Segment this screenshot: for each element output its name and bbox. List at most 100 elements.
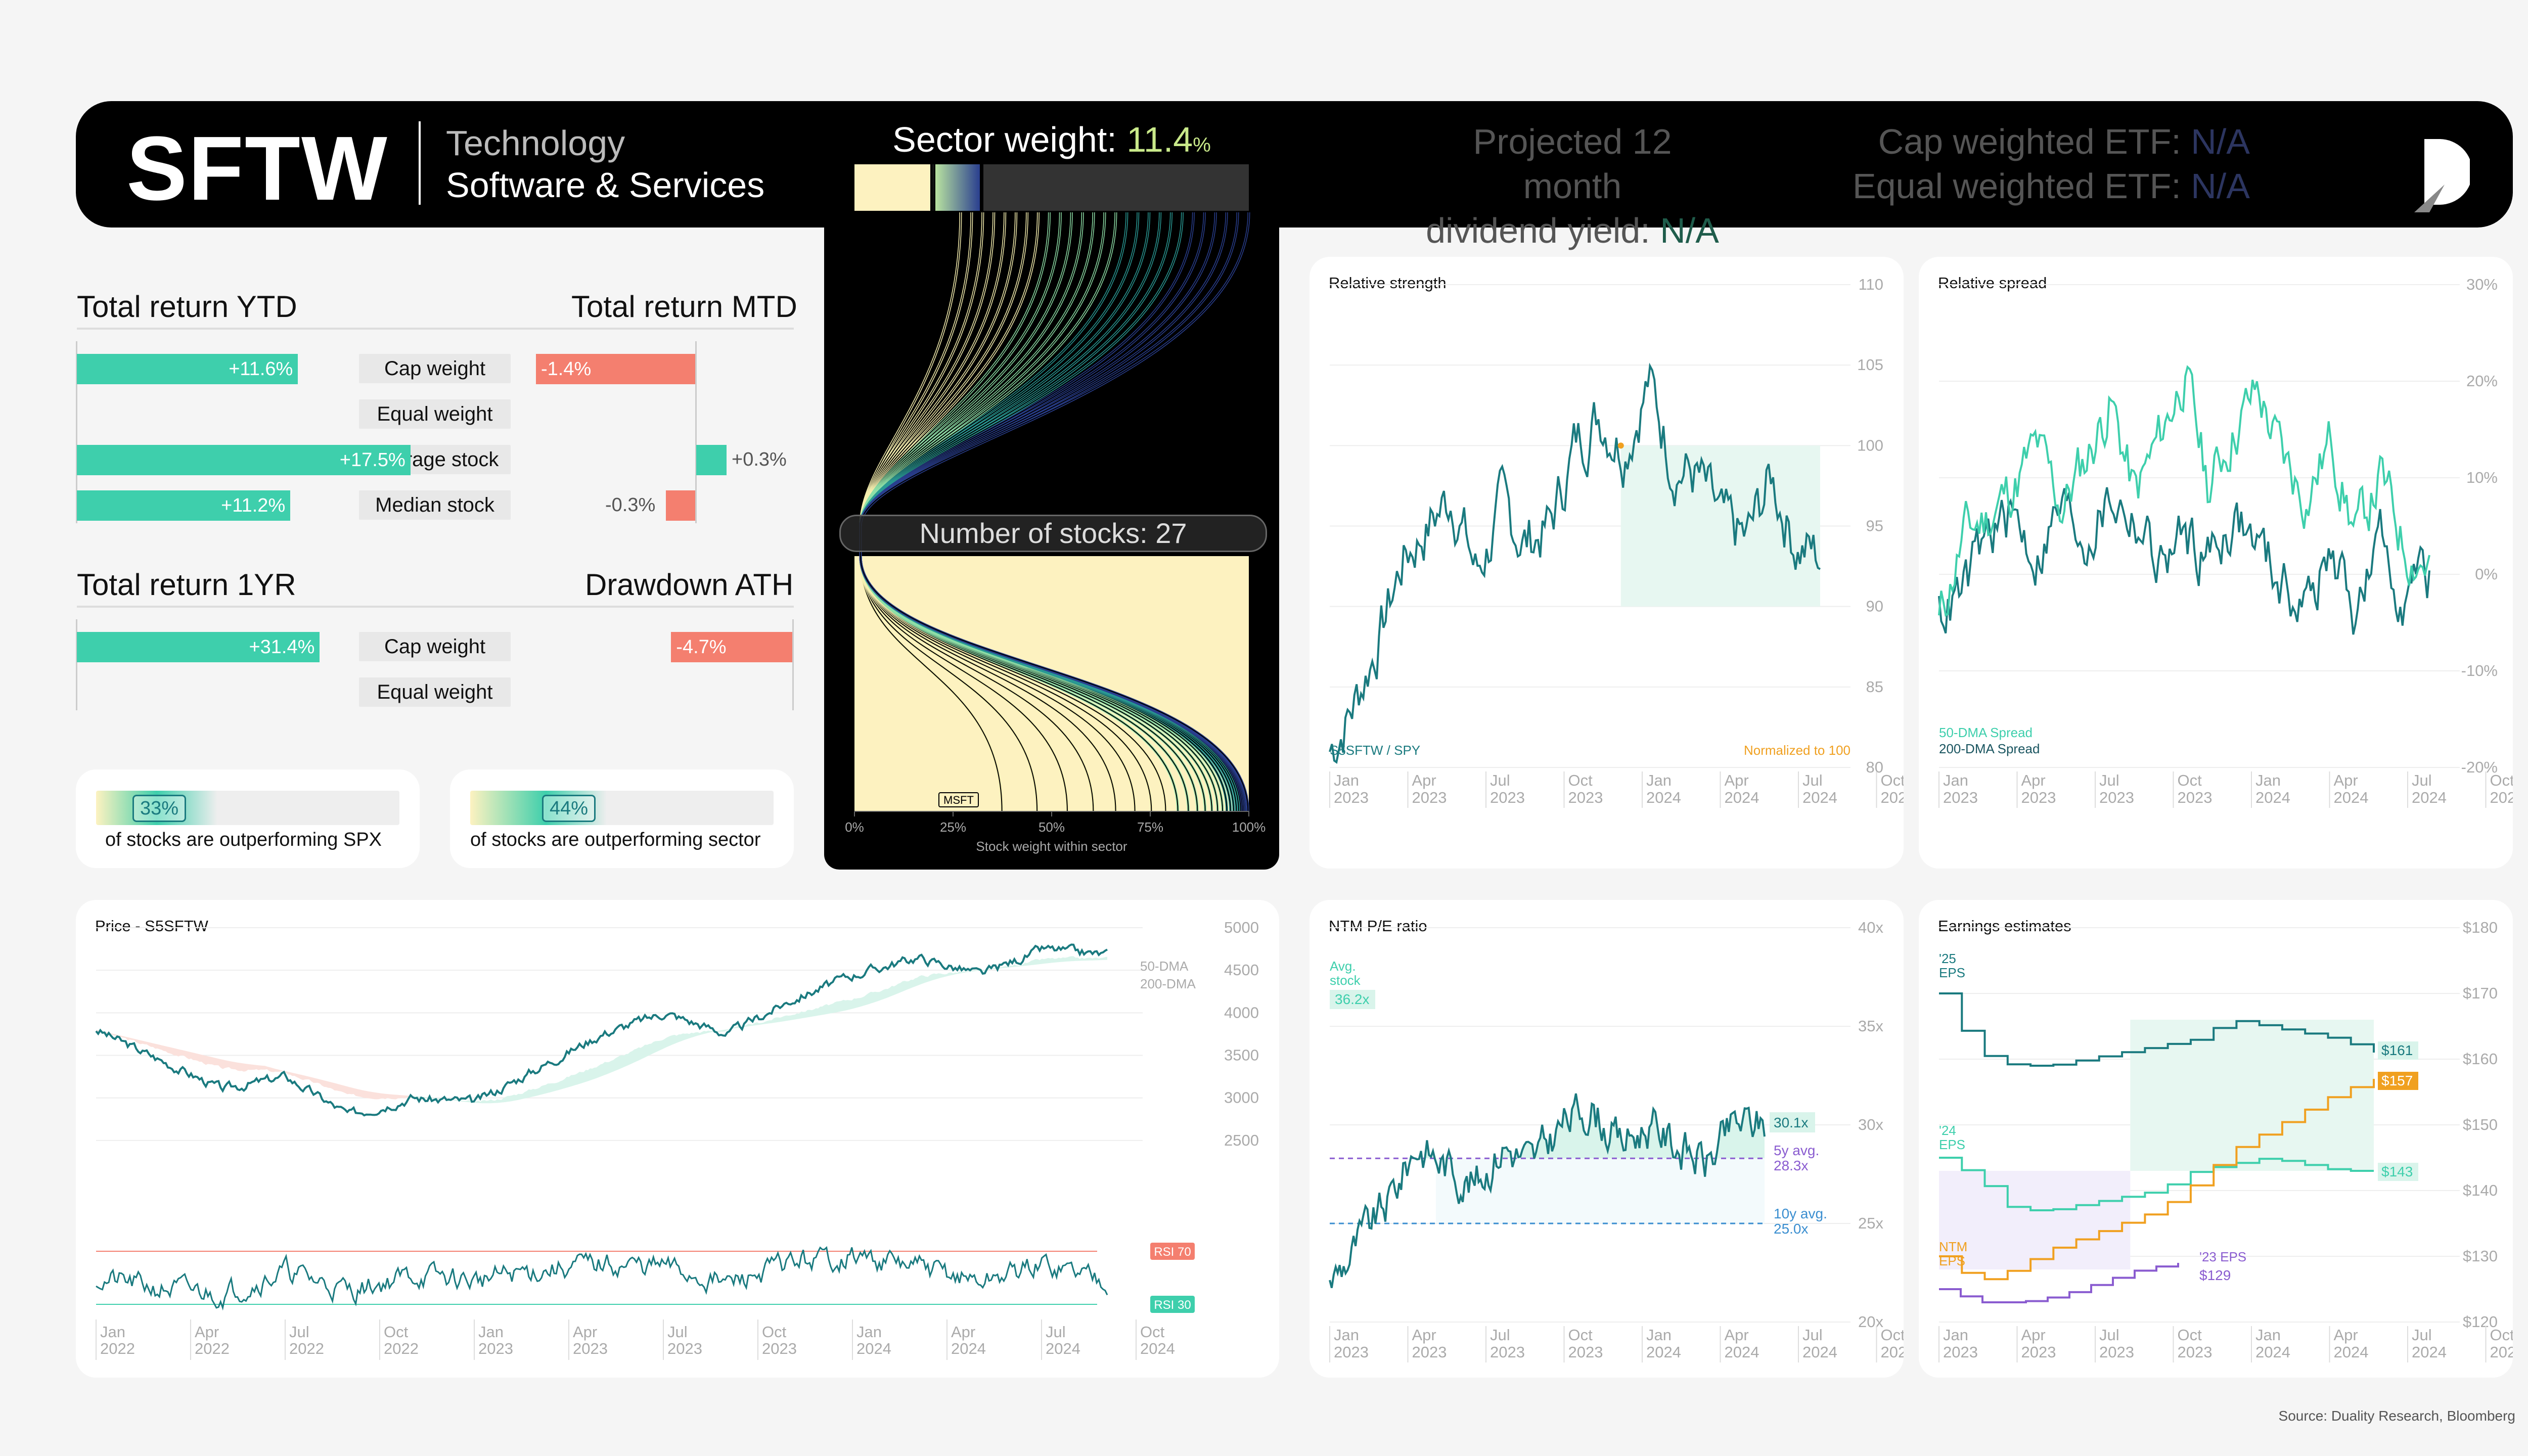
x-tick-label: Oct xyxy=(2490,771,2513,789)
x-tick-label: 2024 xyxy=(2490,789,2513,806)
avg-stock-label-2: stock xyxy=(1330,973,1361,988)
x-tick-label: 2024 xyxy=(2255,1343,2290,1361)
x-tick-label: 2023 xyxy=(2021,789,2056,806)
x-tick-label: 2024 xyxy=(1881,789,1904,806)
x-tick-label: Jan xyxy=(1334,771,1359,789)
y-tick-label: 0% xyxy=(2475,565,2498,583)
sector-weight-bar-rest xyxy=(935,164,980,211)
y-tick-label: 10% xyxy=(2466,469,2498,486)
relative-spread-card: Relative spread 30% 20% 10% 0% -10% -20% Jan 202… xyxy=(1919,257,2524,869)
legend-50dma: 50-DMA xyxy=(1140,959,1189,974)
x-tick-label: Jul xyxy=(1802,771,1823,789)
avg5y-value: 28.3x xyxy=(1774,1158,1809,1173)
ytd-axis xyxy=(76,341,77,387)
x-tick-label: Jul xyxy=(1046,1323,1066,1341)
eps-24-label: EPS xyxy=(1939,1137,1965,1152)
legend-200dma: 200-DMA Spread xyxy=(1939,741,2040,756)
x-tick-label: 2024 xyxy=(2412,1343,2447,1361)
x-tick-label: Oct xyxy=(1881,1326,1904,1344)
x-tick-label: Jul xyxy=(667,1323,688,1341)
series-line xyxy=(1329,362,1821,764)
x-tick-label: Apr xyxy=(1412,1326,1436,1344)
mtd-bar-2 xyxy=(696,445,727,475)
eps-25-label: EPS xyxy=(1939,965,1965,980)
y-tick-label: 5000 xyxy=(1224,919,1259,936)
y-tick-label: 110 xyxy=(1859,276,1883,293)
x-tick-label: Jul xyxy=(2099,1326,2119,1344)
number-of-stocks-pill: Number of stocks: 27 xyxy=(839,515,1267,552)
price-card: Price - S5SFTW 5000 4500 4000 3500 3000 2500 Ja… xyxy=(76,900,1279,1378)
x-tick-label: Jan xyxy=(856,1323,882,1341)
x-tick-label: Jul xyxy=(1490,1326,1510,1344)
x-tick-label: 2023 xyxy=(2021,1343,2056,1361)
eps-line-0 xyxy=(1939,992,2375,1067)
yr-axis xyxy=(76,619,77,665)
ytd-bar-3: +11.2% xyxy=(77,490,291,521)
ytd-title: Total return YTD xyxy=(77,290,297,324)
x-tick-label: 2023 xyxy=(1490,1343,1525,1361)
x-tick-label: Jul xyxy=(2099,771,2119,789)
x-tick-label: 2024 xyxy=(1802,1343,1837,1361)
y-tick-label: $130 xyxy=(2463,1247,2498,1265)
dividend-value: N/A xyxy=(1660,211,1719,250)
outperform-spx-gradient xyxy=(96,791,399,825)
x-tick-label: Apr xyxy=(1412,771,1436,789)
avg-stock-value: 36.2x xyxy=(1335,991,1370,1007)
ticker-title: SFTW xyxy=(126,118,388,219)
yr-underline xyxy=(77,606,794,608)
x-tick-label: 2023 xyxy=(2099,1343,2134,1361)
x-tick-label: 2024 xyxy=(1725,1343,1759,1361)
y-tick-label: $170 xyxy=(2463,984,2498,1002)
x-tick-label: Oct xyxy=(384,1323,409,1341)
ytd-bar-2: +17.5% xyxy=(77,445,411,475)
pe-ratio-card: NTM P/E ratio 40x 35x 30x 25x 20x Jan 2023 Apr 20… xyxy=(1310,900,1915,1378)
sector-weight-bar-fill xyxy=(854,164,930,211)
x-tick-label: Jan xyxy=(2255,771,2281,789)
funnel-chart: 0% 25% 50% 75% 100% Stock weight within secto… xyxy=(845,212,1266,854)
x-tick-label: 2023 xyxy=(1412,1343,1447,1361)
chart-title: Relative strength xyxy=(1329,274,1447,292)
y-tick-label: 20x xyxy=(1858,1313,1883,1331)
y-tick-label: $140 xyxy=(2463,1181,2498,1199)
avg-stock-badge xyxy=(1330,990,1375,1009)
x-tick-label: Oct xyxy=(762,1323,787,1341)
note-label: Normalized to 100 xyxy=(1744,743,1850,758)
avg10y-value: 25.0x xyxy=(1774,1221,1809,1237)
x-tick-label: 2023 xyxy=(1568,789,1603,806)
mtd-bar-0: -1.4% xyxy=(536,354,695,384)
y-tick-label: 40x xyxy=(1858,919,1883,936)
x-tick-label: 2024 xyxy=(856,1340,891,1357)
y-tick-label: $150 xyxy=(2463,1116,2498,1133)
relative-strength-card: Relative strength 110 105 100 95 90 85 80 Jan 202… xyxy=(1310,257,1915,869)
funnel-x-label: Stock weight within sector xyxy=(976,839,1127,854)
rsi-70-badge xyxy=(1150,1243,1195,1260)
earnings-estimates-card: Earnings estimates $180 $170 $160 $150 $140 $1… xyxy=(1919,900,2524,1378)
x-tick-label: Apr xyxy=(2021,771,2046,789)
eps-ntm-badge xyxy=(2378,1072,2418,1090)
x-tick-label: Oct xyxy=(1140,1323,1165,1341)
industry-name: Software & Services xyxy=(446,165,765,205)
funnel-tick-label: 0% xyxy=(845,820,864,835)
eq-etf-label: Equal weighted ETF: xyxy=(1853,166,2181,206)
chart-title: Price - S5SFTW xyxy=(95,917,209,935)
y-tick-label: 80 xyxy=(1866,758,1883,776)
row-label-3: Median stock xyxy=(359,490,511,520)
duality-logo-icon xyxy=(2414,139,2470,212)
x-tick-label: 2022 xyxy=(384,1340,419,1357)
ytd-underline xyxy=(77,328,794,330)
y-tick-label: 35x xyxy=(1858,1017,1883,1035)
funnel-tick-label: 100% xyxy=(1232,820,1266,835)
outperform-sector-card: 44% of stocks are outperforming sector xyxy=(450,769,794,868)
x-tick-label: Oct xyxy=(1568,771,1593,789)
x-tick-label: 2023 xyxy=(1334,789,1369,806)
avg5y-label: 5y avg. xyxy=(1774,1143,1819,1158)
funnel-tick-label: 50% xyxy=(1039,820,1065,835)
chart-title: NTM P/E ratio xyxy=(1329,917,1427,935)
cap-etf-value: N/A xyxy=(2191,122,2250,161)
x-tick-label: 2024 xyxy=(2255,789,2290,806)
ytd-bar-0: +11.6% xyxy=(77,354,298,384)
eps-24-end: $143 xyxy=(2381,1164,2413,1179)
mtd-title: Total return MTD xyxy=(571,290,797,324)
x-tick-label: 2024 xyxy=(2334,1343,2369,1361)
outperform-spx-card: 33% of stocks are outperforming SPX xyxy=(76,769,420,868)
